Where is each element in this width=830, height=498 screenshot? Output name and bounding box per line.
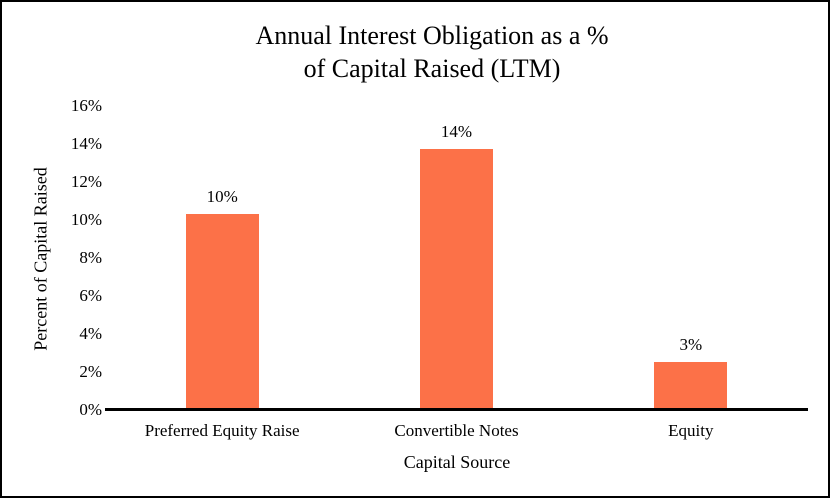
y-tick-label: 12% [70, 172, 102, 191]
bar-data-label: 3% [679, 335, 703, 354]
y-tick-label: 8% [79, 248, 102, 267]
y-tick-label: 4% [79, 324, 102, 343]
x-axis-line [105, 408, 808, 411]
chart-title: Annual Interest Obligation as a % of Cap… [255, 19, 608, 85]
y-tick-label: 2% [79, 362, 102, 381]
bar-data-label: 10% [206, 187, 238, 206]
y-tick-label: 6% [79, 286, 102, 305]
bar-equity [654, 362, 727, 410]
y-tick-label: 16% [70, 96, 102, 115]
bar-preferred-equity-raise [186, 214, 259, 410]
y-tick-label: 14% [70, 134, 102, 153]
x-category-label: Convertible Notes [394, 421, 519, 440]
x-axis-title: Capital Source [403, 452, 511, 472]
x-category-label: Preferred Equity Raise [144, 421, 300, 440]
chart-title-line-2: of Capital Raised (LTM) [303, 54, 561, 83]
chart-title-line-1: Annual Interest Obligation as a % [255, 21, 609, 50]
y-tick-label: 10% [70, 210, 102, 229]
bar-convertible-notes [420, 149, 493, 410]
x-category-label: Equity [668, 421, 714, 440]
y-tick-label: 0% [79, 400, 102, 419]
bar-data-label: 14% [440, 122, 473, 141]
